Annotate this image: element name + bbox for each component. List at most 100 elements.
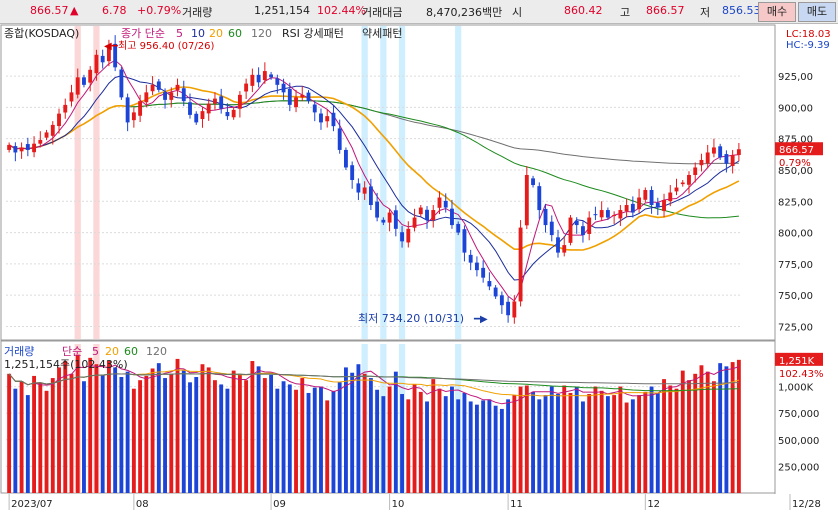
candle-body-0 — [7, 144, 12, 150]
candle-104 — [655, 197, 660, 216]
candle-45 — [287, 82, 292, 112]
ma20-line — [8, 86, 740, 251]
volume-tick-3: 1,000K — [778, 383, 814, 394]
candle-19 — [125, 93, 130, 132]
candle-68 — [431, 205, 436, 228]
candle-35 — [225, 103, 230, 120]
candle-28 — [181, 80, 186, 107]
candle-body-102 — [643, 190, 648, 200]
volume-bar-52 — [331, 390, 336, 493]
candle-body-32 — [206, 103, 211, 114]
volume-bar-7 — [50, 378, 55, 493]
volume-bar-30 — [194, 376, 199, 493]
signal-band-5 — [455, 26, 462, 339]
candle-29 — [188, 93, 192, 119]
volume-bar-63 — [400, 394, 405, 493]
volume-bar-54 — [343, 367, 348, 493]
low-arrow-icon: ━▶ — [473, 314, 488, 325]
ma5-line — [8, 59, 739, 302]
candle-body-112 — [705, 152, 710, 164]
volume-bar-86 — [543, 395, 548, 493]
candle-body-78 — [493, 287, 498, 297]
candle-20 — [131, 107, 136, 128]
amount-value: 8,470,236백만 — [426, 6, 503, 19]
candle-body-15 — [100, 55, 105, 63]
candle-82 — [518, 220, 523, 307]
ma-legend-label: 종가 단순 — [121, 27, 165, 40]
candle-113 — [711, 138, 716, 158]
candle-body-96 — [605, 210, 610, 218]
candle-body-103 — [649, 190, 654, 206]
volume-tick-0: 250,000 — [778, 462, 819, 473]
candle-body-6 — [44, 132, 49, 138]
volume-bar-81 — [512, 395, 517, 493]
volume-bar-88 — [556, 394, 560, 493]
change-arrow-icon: ▲ — [70, 4, 79, 17]
candle-body-109 — [687, 174, 691, 185]
volume-bar-12 — [82, 381, 86, 493]
price-tick-3: 800,00 — [778, 229, 813, 240]
candle-body-17 — [113, 43, 118, 68]
volume-bar-66 — [418, 391, 423, 493]
volume-bar-74 — [468, 401, 473, 493]
candle-body-38 — [244, 83, 249, 92]
candle-body-43 — [275, 78, 280, 85]
volume-ma5-line — [8, 364, 740, 405]
candle-116 — [730, 149, 735, 174]
candle-42 — [269, 71, 274, 80]
candle-38 — [244, 78, 249, 99]
volume-bar-1 — [13, 388, 18, 493]
volume-bar-95 — [599, 390, 604, 493]
volume-bar-16 — [106, 361, 111, 493]
price-tick-4: 825,00 — [778, 197, 813, 208]
volume-bar-10 — [69, 373, 74, 493]
candle-101 — [637, 188, 642, 213]
candle-body-21 — [138, 101, 143, 116]
volume-bar-38 — [244, 380, 249, 493]
candle-36 — [231, 107, 236, 120]
volume-bar-105 — [662, 379, 666, 493]
volume-bar-103 — [649, 386, 654, 493]
buy-button[interactable]: 매수 — [758, 2, 796, 22]
candle-97 — [612, 211, 617, 225]
volume-bar-34 — [219, 384, 224, 493]
candle-body-113 — [711, 147, 716, 154]
sell-button[interactable]: 매도 — [798, 2, 836, 22]
candle-body-33 — [213, 98, 217, 104]
change-value: 6.78 — [102, 4, 127, 17]
candle-49 — [312, 100, 317, 122]
candle-15 — [100, 49, 105, 69]
candle-body-110 — [693, 167, 698, 175]
volume-legend-label: 거래량 — [4, 345, 34, 358]
candle-body-42 — [269, 74, 274, 78]
candle-3 — [25, 137, 30, 157]
candle-89 — [562, 236, 567, 257]
volume-bar-62 — [393, 371, 398, 493]
candle-body-40 — [256, 74, 261, 83]
current-price-pct: 0.79% — [779, 158, 811, 169]
open-value: 860.42 — [564, 4, 603, 17]
volume-bar-104 — [655, 392, 660, 493]
high-arrow-icon: ◀━ — [104, 41, 119, 52]
volume-bar-87 — [549, 386, 554, 493]
signal-band-4 — [398, 26, 406, 339]
volume-bar-102 — [643, 391, 648, 493]
candle-37 — [237, 91, 242, 118]
candle-body-100 — [630, 203, 635, 213]
candle-body-66 — [418, 207, 423, 215]
volume-bar-5 — [38, 382, 43, 493]
current-volume-pct: 102.43% — [779, 369, 824, 380]
change-percent: +0.79% — [137, 4, 182, 17]
lc-label: LC:18.03 — [786, 29, 831, 40]
price-tick-5: 850,00 — [778, 166, 813, 177]
volume-bar-49 — [312, 387, 317, 493]
candle-39 — [250, 68, 255, 93]
volume-bar-115 — [724, 366, 729, 493]
candle-112 — [705, 144, 710, 169]
candle-body-65 — [412, 217, 417, 228]
candle-13 — [88, 66, 93, 92]
candle-99 — [624, 198, 629, 218]
candle-body-101 — [637, 197, 642, 210]
price-tick-8: 925,00 — [778, 72, 813, 83]
candle-body-60 — [381, 219, 386, 223]
